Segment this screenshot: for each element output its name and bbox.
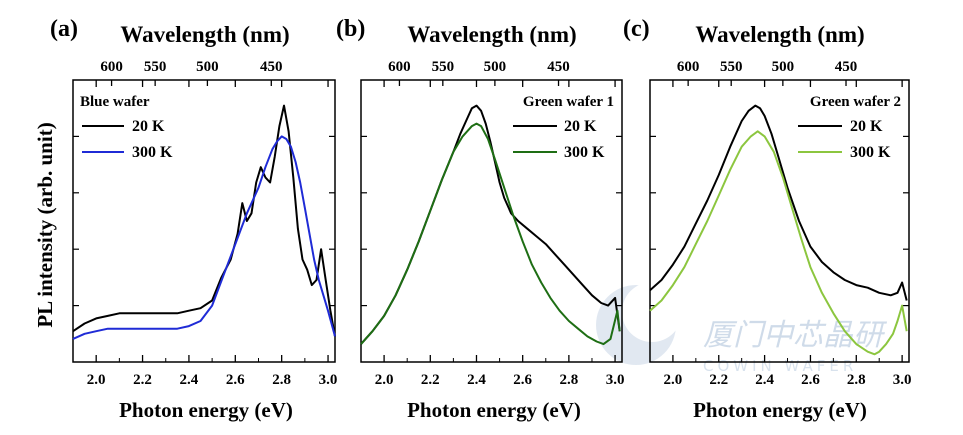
panel-c-label: (c): [623, 16, 650, 42]
panel-b-top-tick-label-2: 500: [484, 59, 507, 75]
panel-b-legend-300k: 300 K: [564, 144, 605, 161]
panel-b-legend-20k: 20 K: [564, 118, 597, 135]
panel-a-xtick-label-1: 2.2: [133, 372, 152, 388]
panel-c-xtick-label-5: 3.0: [893, 372, 912, 388]
panel-b-series-300k: [360, 122, 621, 346]
panel-b-ticks: 2.0 2.2 2.4 2.6 2.8 3.0 600 550 500 450: [361, 59, 624, 388]
panel-b-x-axis-label: Photon energy (eV): [407, 398, 581, 422]
panel-a-series-20k: [72, 104, 336, 337]
panel-c-xtick-label-1: 2.2: [709, 372, 728, 388]
panel-b-series: [360, 104, 621, 346]
panel-a-legend-title: Blue wafer: [80, 94, 150, 110]
panel-c-series-300k: [649, 130, 908, 356]
panel-b-label: (b): [336, 16, 365, 42]
panel-c-frame: [649, 79, 910, 363]
panel-b-top-tick-label-1: 550: [432, 59, 455, 75]
panel-b-xtick-label-0: 2.0: [375, 372, 394, 388]
panel-c: (c) Wavelength (nm) 2.0 2.2 2.4 2.6 2.8 3.0 60…: [623, 16, 911, 422]
panel-c-xtick-label-0: 2.0: [664, 372, 683, 388]
panel-b-series-20k: [360, 104, 621, 345]
panel-c-ticks: 2.0 2.2 2.4 2.6 2.8 3.0 600 550 500 450: [650, 59, 911, 388]
panel-c-xtick-label-3: 2.6: [801, 372, 820, 388]
panel-a-legend-300k: 300 K: [132, 144, 173, 161]
y-axis-label: PL intensity (arb. unit): [33, 122, 57, 327]
panel-a-x-axis-label: Photon energy (eV): [119, 398, 293, 422]
panel-a-xtick-label-3: 2.6: [226, 372, 245, 388]
panel-c-legend-20k: 20 K: [850, 118, 883, 135]
panel-b-legend-title: Green wafer 1: [523, 94, 614, 110]
panel-c-x-axis-label: Photon energy (eV): [693, 398, 867, 422]
panel-a-xtick-label-0: 2.0: [87, 372, 106, 388]
panel-c-top-tick-label-2: 500: [772, 59, 795, 75]
watermark-text-cn: 厦门中芯晶研: [703, 318, 888, 353]
panel-b-top-axis-label: Wavelength (nm): [407, 22, 576, 47]
panel-b-xtick-label-2: 2.4: [467, 372, 486, 388]
panel-a-xtick-label-5: 3.0: [319, 372, 338, 388]
panel-b-top-tick-label-3: 450: [547, 59, 570, 75]
panel-a-ticks: 2.0 2.2 2.4 2.6 2.8 3.0 600 550 500 450: [73, 59, 337, 388]
panel-c-top-tick-label-0: 600: [677, 59, 700, 75]
panel-a: (a) Wavelength (nm) 2.0 2.2 2.4 2.6 2.8 3.0 60…: [50, 16, 337, 422]
panel-a-series: [72, 104, 336, 340]
panel-b: (b) Wavelength (nm) 2.0 2.2 2.4 2.6 2.8 3.0 60…: [336, 16, 624, 422]
panel-a-top-tick-label-3: 450: [260, 59, 283, 75]
panel-c-xtick-label-4: 2.8: [847, 372, 866, 388]
panel-c-legend-title: Green wafer 2: [810, 94, 901, 110]
panel-a-xtick-label-4: 2.8: [272, 372, 291, 388]
panel-a-xtick-label-2: 2.4: [180, 372, 199, 388]
panel-a-top-tick-label-1: 550: [144, 59, 167, 75]
panel-a-top-axis-label: Wavelength (nm): [120, 22, 289, 47]
panel-b-top-tick-label-0: 600: [388, 59, 411, 75]
panel-c-series-20k: [649, 104, 908, 301]
panel-c-xtick-label-2: 2.4: [755, 372, 774, 388]
panel-a-top-tick-label-0: 600: [100, 59, 123, 75]
panel-c-series: [649, 104, 908, 356]
panel-c-top-tick-label-3: 450: [835, 59, 858, 75]
panel-c-top-axis-label: Wavelength (nm): [695, 22, 864, 47]
panel-a-series-300k: [72, 135, 336, 340]
panel-b-xtick-label-5: 3.0: [606, 372, 625, 388]
panel-a-frame: [72, 79, 336, 363]
panel-c-legend-300k: 300 K: [850, 144, 891, 161]
panel-a-label: (a): [50, 16, 78, 42]
panel-a-legend-20k: 20 K: [132, 118, 165, 135]
panel-b-xtick-label-3: 2.6: [513, 372, 532, 388]
panel-a-top-tick-label-2: 500: [196, 59, 219, 75]
panel-b-xtick-label-1: 2.2: [421, 372, 440, 388]
panel-b-frame: [360, 79, 623, 363]
panel-c-top-tick-label-1: 550: [720, 59, 743, 75]
panel-b-xtick-label-4: 2.8: [560, 372, 579, 388]
